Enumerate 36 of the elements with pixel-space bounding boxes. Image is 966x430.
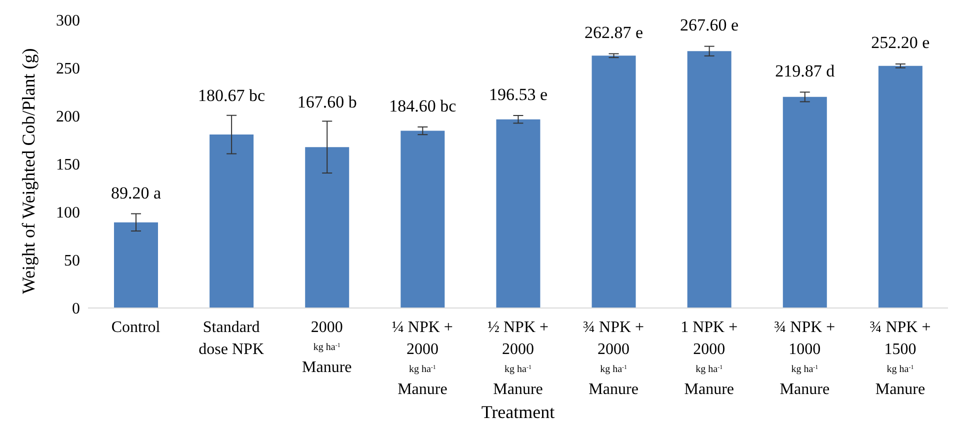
bar	[496, 119, 540, 308]
data-label: 184.60 bc	[389, 96, 457, 116]
y-tick-label: 150	[56, 156, 80, 174]
y-tick-label: 200	[56, 108, 80, 126]
category-label: ¾ NPK + 2000 kg ha$^{-1}$ Manure	[583, 319, 644, 398]
y-tick-label: 100	[56, 204, 80, 222]
data-label: 252.20 e	[871, 33, 930, 52]
y-tick-label: 250	[56, 60, 80, 78]
bar	[210, 134, 254, 308]
x-tick-label: Standard dose NPK	[198, 319, 264, 358]
category-label: 2000 kg ha$^{-1}$ Manure	[302, 319, 352, 376]
data-label: 89.20 a	[110, 184, 162, 203]
bar	[782, 96, 827, 308]
data-label: 219.87 d	[775, 62, 836, 81]
y-axis-title: Weight of Weighted Cob/Plant (g)	[18, 48, 38, 294]
data-label: 180.67 bc	[198, 86, 266, 106]
category-label: 1 NPK + 2000 kg ha$^{-1}$ Manure	[680, 319, 738, 398]
category-label: ¾ NPK + 1000 kg ha$^{-1}$ Manure	[774, 319, 836, 398]
bar	[687, 51, 732, 308]
bar	[114, 222, 158, 308]
x-tick-label: Control	[111, 319, 161, 336]
bar	[592, 56, 636, 308]
category-label: ½ NPK + 2000 kg ha$^{-1}$ Manure	[487, 319, 549, 398]
y-tick-label: 300	[56, 12, 80, 30]
bar	[305, 147, 350, 308]
bar	[400, 130, 445, 308]
data-label: 196.53 e	[488, 84, 548, 104]
data-label: 267.60 e	[680, 16, 739, 35]
bar	[878, 66, 922, 308]
y-tick-label: 50	[64, 252, 80, 270]
category-label: ¾ NPK + 1500 kg ha$^{-1}$ Manure	[870, 319, 931, 398]
data-label: 262.87 e	[584, 22, 644, 42]
x-axis-title: Treatment	[481, 402, 555, 422]
category-label: ¼ NPK + 2000 kg ha$^{-1}$ Manure	[392, 319, 453, 398]
y-tick-label: 0	[72, 300, 80, 318]
data-label: 167.60 b	[297, 92, 357, 112]
